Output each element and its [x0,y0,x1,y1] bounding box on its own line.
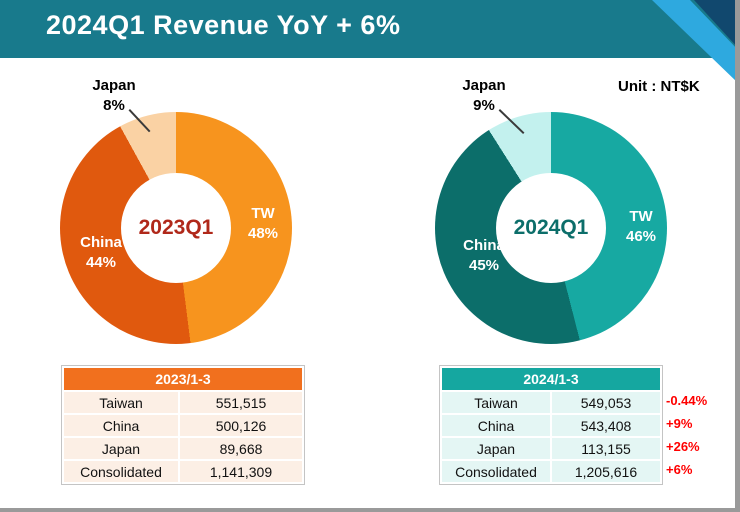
segment-name: Japan [92,77,136,94]
segment-percent: 8% [103,97,125,115]
title-bar: 2024Q1 Revenue YoY + 6% [0,0,735,81]
row-label: Japan [440,436,552,461]
donut-chart-2024: 2024Q1 [435,112,667,344]
deco-dark-shape [694,0,735,45]
table-row-taiwan: Taiwan 551,515 [62,390,304,415]
segment-percent: 45% [468,257,500,275]
segment-name: TW [629,208,653,225]
row-value: 1,141,309 [178,459,304,484]
table-row-taiwan: Taiwan 549,053 [440,390,662,415]
table-header-2023: 2023/1-3 [62,366,304,392]
row-value: 551,515 [178,390,304,415]
row-label: China [62,413,180,438]
segment-percent: 44% [85,254,117,272]
row-value: 549,053 [550,390,662,415]
row-label: Consolidated [440,459,552,484]
revenue-table-2024: 2024/1-3 Taiwan 549,053 China 543,408 Ja… [439,365,663,485]
delta-china: +9% [666,416,693,431]
segment-name: TW [251,205,275,222]
segment-label-china-2024: China 45% [447,236,521,277]
delta-japan: +26% [666,439,700,454]
segment-name: China [463,237,505,254]
segment-percent: 9% [473,97,495,115]
donut-center-label-2024: 2024Q1 [513,216,589,239]
segment-name: China [80,234,122,251]
table-row-consolidated: Consolidated 1,205,616 [440,459,662,484]
table-row-china: China 543,408 [440,413,662,438]
row-value: 89,668 [178,436,304,461]
revenue-table-2023: 2023/1-3 Taiwan 551,515 China 500,126 Ja… [61,365,305,485]
delta-taiwan: -0.44% [666,393,708,408]
delta-consolidated: +6% [666,462,693,477]
segment-name: Japan [462,77,506,94]
donut-hole-2024: 2024Q1 [496,173,606,283]
row-label: Taiwan [62,390,180,415]
row-value: 1,205,616 [550,459,662,484]
table-header-2024: 2024/1-3 [440,366,662,392]
segment-percent: 48% [247,225,279,243]
segment-percent: 46% [625,228,657,246]
table-row-japan: Japan 113,155 [440,436,662,461]
row-value: 113,155 [550,436,662,461]
unit-label: Unit : NT$K [618,78,700,95]
segment-label-japan-2024: Japan 9% [444,76,524,117]
donut-hole-2023: 2023Q1 [121,173,231,283]
row-label: Japan [62,436,180,461]
row-label: China [440,413,552,438]
yoy-delta-column: -0.44% +9% +26% +6% [666,389,730,481]
table-row-japan: Japan 89,668 [62,436,304,461]
row-value: 543,408 [550,413,662,438]
deco-light-shape [652,0,735,81]
donut-center-label-2023: 2023Q1 [138,216,214,239]
table-header-row: 2024/1-3 [440,366,662,392]
table-row-consolidated: Consolidated 1,141,309 [62,459,304,484]
table-row-china: China 500,126 [62,413,304,438]
row-value: 500,126 [178,413,304,438]
donut-chart-2023: 2023Q1 [60,112,292,344]
row-label: Taiwan [440,390,552,415]
slide-title: 2024Q1 Revenue YoY + 6% [46,10,401,40]
segment-label-tw-2024: TW 46% [612,207,670,248]
table-header-row: 2023/1-3 [62,366,304,392]
segment-label-japan-2023: Japan 8% [74,76,154,117]
corner-decoration [652,0,735,81]
segment-label-china-2023: China 44% [64,233,138,274]
row-label: Consolidated [62,459,180,484]
segment-label-tw-2023: TW 48% [234,204,292,245]
